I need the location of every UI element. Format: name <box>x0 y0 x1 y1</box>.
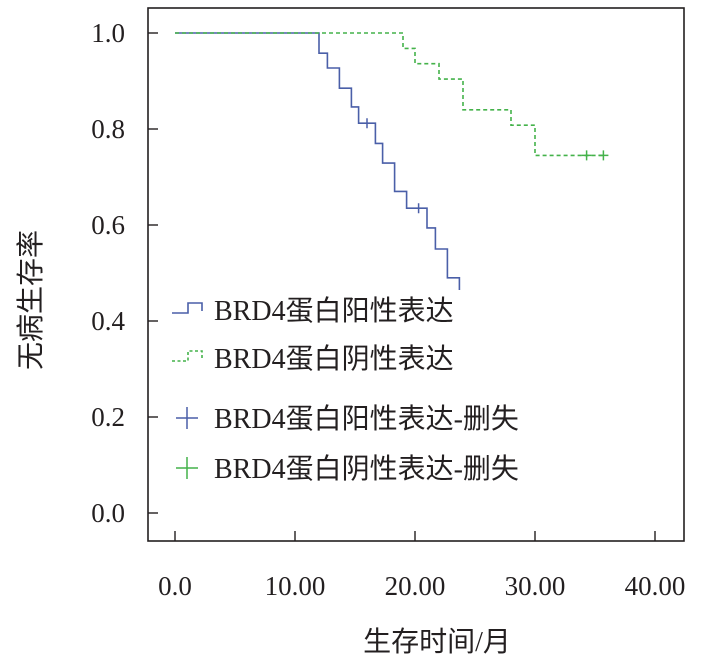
censor-mark-negative <box>598 150 609 161</box>
x-tick-label: 10.00 <box>265 571 326 601</box>
censor-mark-positive <box>413 203 424 214</box>
censor-mark-negative <box>581 150 592 161</box>
x-tick-label: 40.00 <box>625 571 686 601</box>
legend-box <box>166 290 656 492</box>
censor-mark-positive <box>362 118 372 129</box>
x-tick-label: 20.00 <box>385 571 446 601</box>
y-tick-label: 0.4 <box>91 306 125 336</box>
y-tick-label: 1.0 <box>91 18 125 48</box>
x-tick-label: 30.00 <box>505 571 566 601</box>
y-tick-label: 0.8 <box>91 114 125 144</box>
legend-label: BRD4蛋白阳性表达 <box>214 295 454 327</box>
y-tick-label: 0.6 <box>91 210 125 240</box>
legend-marker-2 <box>176 407 198 429</box>
legend-label: BRD4蛋白阴性表达-删失 <box>214 453 519 485</box>
y-tick-label: 0.0 <box>91 498 125 528</box>
y-tick-label: 0.2 <box>91 402 125 432</box>
legend-label: BRD4蛋白阴性表达 <box>214 343 454 375</box>
plot-frame <box>147 7 685 542</box>
x-axis-title: 生存时间/月 <box>363 626 511 658</box>
series-line-positive <box>175 32 604 329</box>
series-line-negative <box>175 32 604 157</box>
x-tick-label: 0.0 <box>158 571 192 601</box>
legend-label: BRD4蛋白阳性表达-删失 <box>214 403 519 435</box>
legend-marker-3 <box>176 457 198 479</box>
y-axis-title: 无病生存率 <box>15 230 47 370</box>
legend-marker-0 <box>172 302 203 314</box>
